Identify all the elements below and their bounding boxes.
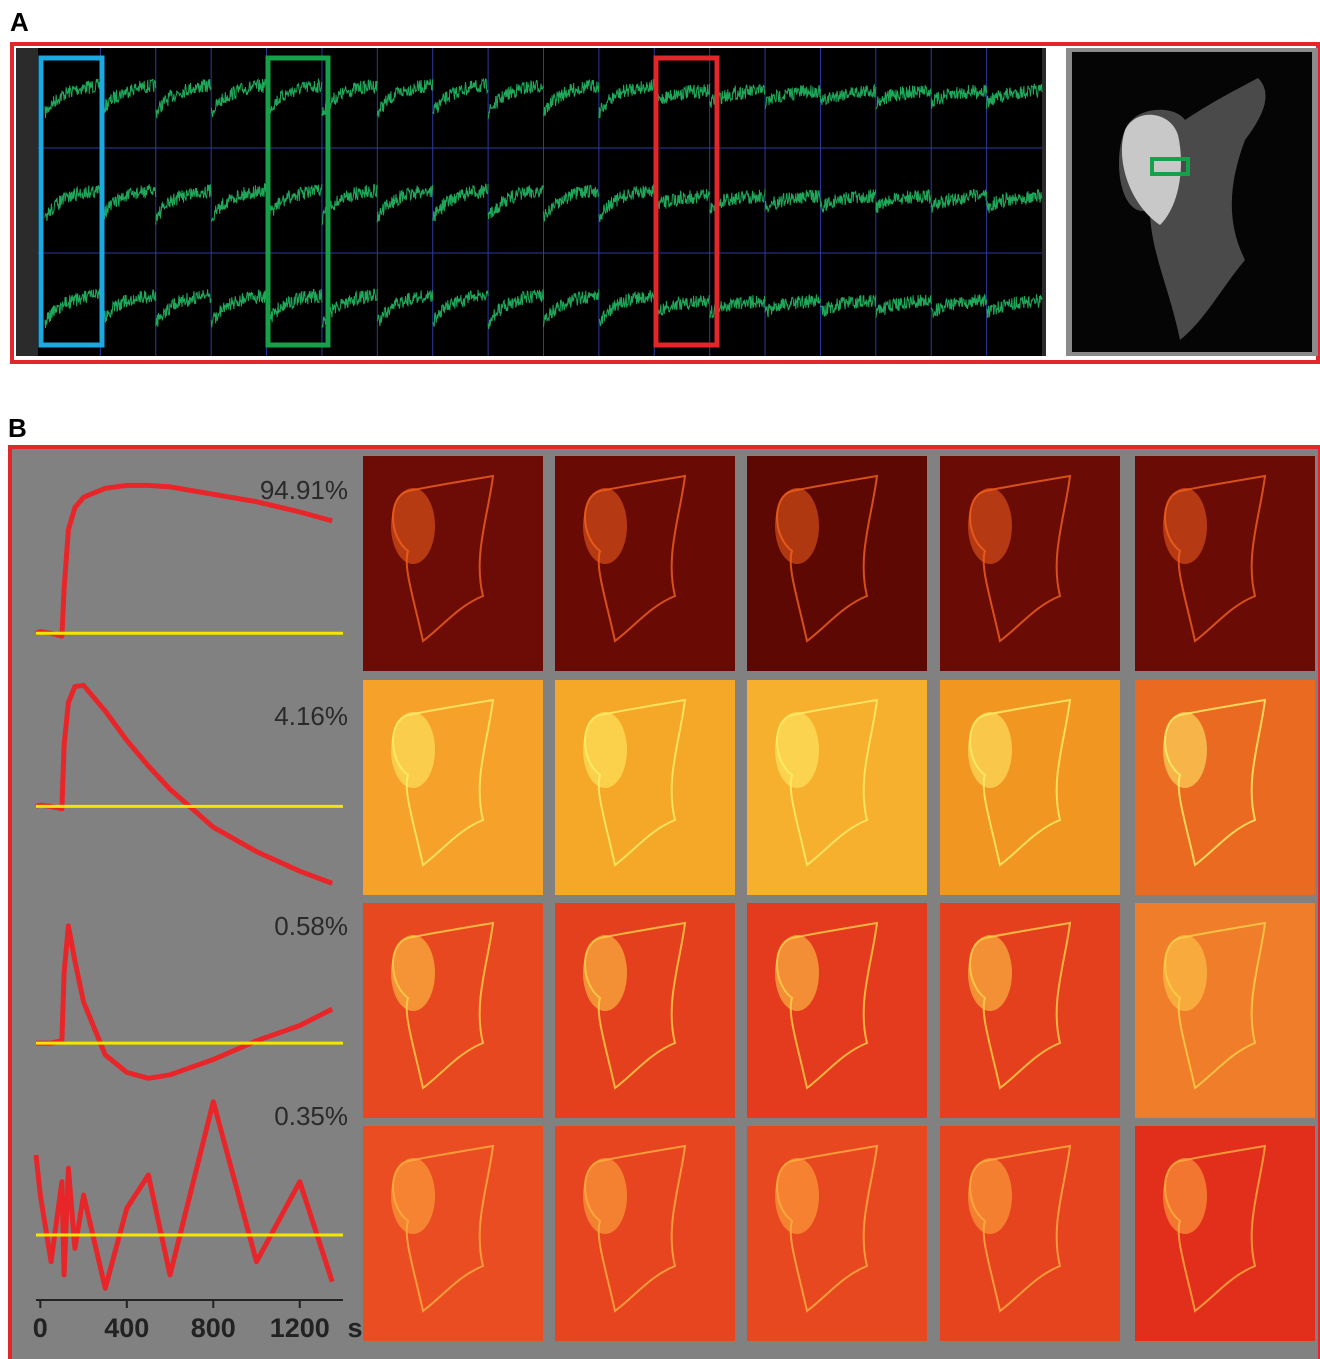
page: A B 94.91%4.16%0.58%0.35%04008001200s ((… <box>0 0 1320 1359</box>
panel-label: A <box>10 7 29 37</box>
component-map <box>940 680 1120 895</box>
tissue-highlight <box>391 1158 435 1234</box>
panel-label: B <box>8 413 27 443</box>
component-map <box>747 1126 927 1341</box>
figure: A B 94.91% 4.16% 0.58% 0.35% 0 400 800 1200 s <box>0 0 1320 1359</box>
tissue-highlight <box>1163 935 1207 1011</box>
tissue-highlight <box>583 712 627 788</box>
tissue-highlight <box>968 712 1012 788</box>
tissue-highlight <box>775 488 819 564</box>
component-map <box>555 1126 735 1341</box>
x-tick-label: 1200 <box>270 1313 330 1343</box>
variance-label: 0.35% <box>274 1101 348 1131</box>
tissue-highlight <box>968 488 1012 564</box>
component-map <box>555 680 735 895</box>
x-tick-label: 800 <box>191 1313 236 1343</box>
tissue-highlight <box>391 935 435 1011</box>
tissue-highlight <box>775 712 819 788</box>
variance-label: 94.91% <box>260 475 348 505</box>
tissue-highlight <box>775 1158 819 1234</box>
component-map <box>747 680 927 895</box>
component-map <box>940 1126 1120 1341</box>
tissue-highlight <box>1163 712 1207 788</box>
variance-label: 4.16% <box>274 701 348 731</box>
tissue-highlight <box>391 488 435 564</box>
tissue-highlight <box>1163 488 1207 564</box>
component-map <box>363 1126 543 1341</box>
component-map <box>555 456 735 671</box>
x-tick-label: 400 <box>104 1313 149 1343</box>
component-map <box>363 456 543 671</box>
tissue-highlight <box>775 935 819 1011</box>
variance-label: 0.58% <box>274 911 348 941</box>
tissue-highlight <box>968 935 1012 1011</box>
component-map <box>1135 456 1315 671</box>
component-map <box>747 456 927 671</box>
tissue-highlight <box>583 935 627 1011</box>
component-map <box>940 456 1120 671</box>
x-tick-label: 0 <box>33 1313 48 1343</box>
component-map <box>747 903 927 1118</box>
component-map <box>940 903 1120 1118</box>
tissue-highlight <box>1163 1158 1207 1234</box>
tissue-highlight <box>583 488 627 564</box>
component-map <box>1135 680 1315 895</box>
tissue-highlight <box>391 712 435 788</box>
component-map <box>1135 903 1315 1118</box>
tissue-highlight <box>583 1158 627 1234</box>
component-map <box>555 903 735 1118</box>
component-map <box>363 903 543 1118</box>
x-unit: s <box>347 1313 362 1343</box>
component-map <box>363 680 543 895</box>
tissue-highlight <box>968 1158 1012 1234</box>
component-map <box>1135 1126 1315 1341</box>
